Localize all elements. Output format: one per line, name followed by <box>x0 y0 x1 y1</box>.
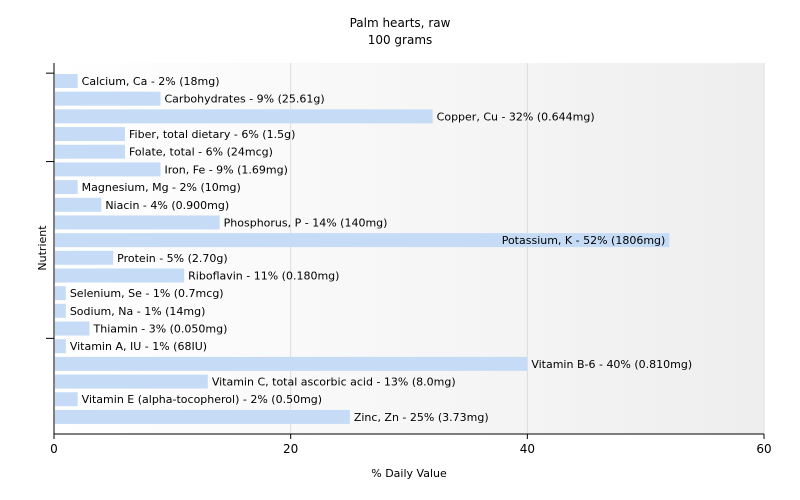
bar-label: Iron, Fe - 9% (1.69mg) <box>165 163 288 176</box>
x-tick-label: 0 <box>50 442 58 456</box>
bar <box>55 144 125 159</box>
bar-label: Riboflavin - 11% (0.180mg) <box>188 269 339 282</box>
axes <box>46 63 765 439</box>
bar-label: Carbohydrates - 9% (25.61g) <box>165 93 325 106</box>
bar <box>55 127 125 142</box>
x-axis-label: % Daily Value <box>371 467 447 480</box>
bar-label: Protein - 5% (2.70g) <box>117 252 228 265</box>
bar-label: Vitamin C, total ascorbic acid - 13% (8.… <box>212 376 456 389</box>
bar-label: Folate, total - 6% (24mcg) <box>129 146 273 159</box>
bar-label: Fiber, total dietary - 6% (1.5g) <box>129 128 295 141</box>
grid-lines <box>290 63 765 434</box>
bar <box>55 250 114 265</box>
bar-label: Phosphorus, P - 14% (140mg) <box>224 216 388 229</box>
bar <box>55 392 78 407</box>
bar <box>55 303 66 318</box>
bar-label: Zinc, Zn - 25% (3.73mg) <box>354 411 489 424</box>
x-tick-labels: 0 20 40 60 <box>50 442 771 456</box>
plot-background <box>54 63 764 434</box>
bar <box>55 197 102 212</box>
bar <box>55 180 78 195</box>
bar <box>55 109 433 124</box>
bar <box>55 233 670 248</box>
bar-label: Vitamin B-6 - 40% (0.810mg) <box>531 358 692 371</box>
x-tick-label: 20 <box>283 442 298 456</box>
bar-label: Niacin - 4% (0.900mg) <box>105 199 229 212</box>
bar-label: Magnesium, Mg - 2% (10mg) <box>82 181 241 194</box>
bar-label: Vitamin A, IU - 1% (68IU) <box>70 340 207 353</box>
bar <box>55 409 350 424</box>
chart-title: Palm hearts, raw <box>350 16 451 30</box>
bar-label: Calcium, Ca - 2% (18mg) <box>82 75 220 88</box>
chart-subtitle: 100 grams <box>368 33 433 47</box>
bar-label: Vitamin E (alpha-tocopherol) - 2% (0.50m… <box>82 393 322 406</box>
bar <box>55 74 78 88</box>
y-axis-label: Nutrient <box>36 225 49 271</box>
x-tick-label: 40 <box>520 442 535 456</box>
bar-label: Copper, Cu - 32% (0.644mg) <box>437 110 595 123</box>
bar-label: Selenium, Se - 1% (0.7mcg) <box>70 287 224 300</box>
bar-label: Potassium, K - 52% (1806mg) <box>502 234 666 247</box>
x-tick-label: 60 <box>756 442 771 456</box>
bar <box>55 91 161 106</box>
bar <box>55 162 161 177</box>
bar-labels: Calcium, Ca - 2% (18mg) Carbohydrates - 9… <box>70 75 692 424</box>
bar <box>55 374 208 389</box>
bar <box>55 215 220 230</box>
bar <box>55 356 528 371</box>
bar <box>55 286 66 301</box>
bar-label: Thiamin - 3% (0.050mg) <box>93 323 228 336</box>
bar <box>55 268 185 283</box>
bars <box>55 74 670 424</box>
bar-label: Sodium, Na - 1% (14mg) <box>70 305 206 318</box>
bar <box>55 339 66 354</box>
bar <box>55 321 90 336</box>
